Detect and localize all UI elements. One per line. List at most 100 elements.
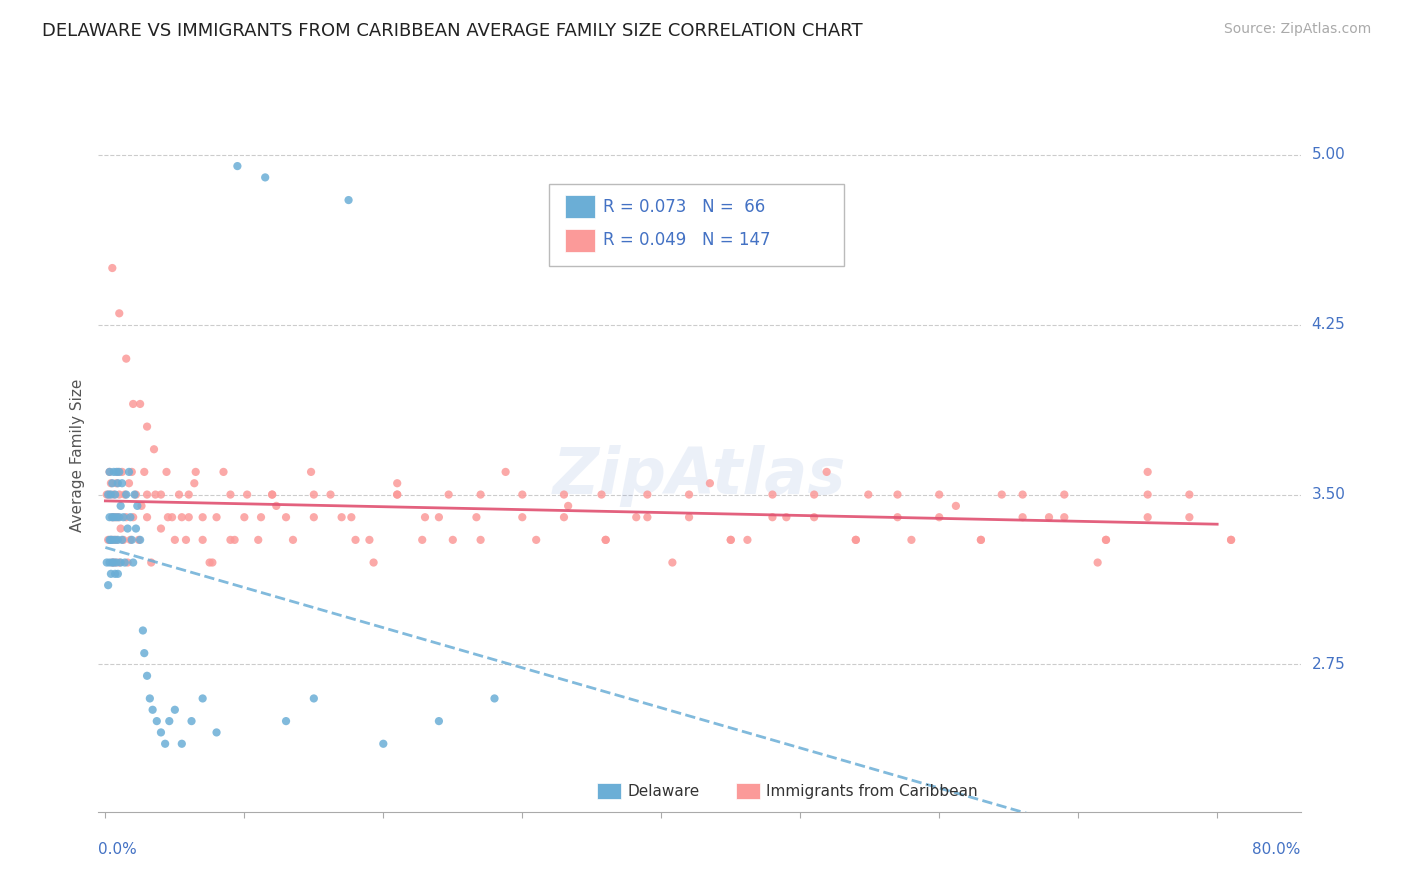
Point [302, 487, 325, 501]
Point [815, 465, 838, 479]
Point [411, 533, 433, 547]
Point [344, 533, 367, 547]
Point [103, 465, 125, 479]
Point [678, 510, 700, 524]
Point [761, 510, 783, 524]
Point [115, 351, 138, 366]
Point [858, 487, 880, 501]
FancyBboxPatch shape [735, 783, 759, 799]
Point [101, 476, 124, 491]
Point [105, 533, 128, 547]
Point [900, 533, 922, 547]
Point [105, 465, 128, 479]
Point [1053, 487, 1076, 501]
Point [111, 476, 134, 491]
Point [108, 556, 131, 570]
Point [124, 487, 146, 501]
Point [101, 556, 124, 570]
Point [125, 522, 148, 536]
Point [274, 714, 297, 728]
Text: 5.00: 5.00 [1312, 147, 1346, 162]
Point [1011, 510, 1033, 524]
Point [1095, 533, 1118, 547]
Text: R = 0.049   N = 147: R = 0.049 N = 147 [603, 231, 770, 249]
Point [112, 510, 135, 524]
Point [157, 714, 180, 728]
Point [198, 556, 221, 570]
FancyBboxPatch shape [598, 783, 621, 799]
Point [595, 533, 617, 547]
Point [146, 714, 169, 728]
Text: ZipAtlas: ZipAtlas [553, 445, 846, 508]
Text: Delaware: Delaware [627, 783, 700, 798]
Point [1220, 533, 1243, 547]
Point [115, 487, 138, 501]
Point [302, 510, 325, 524]
Point [98, 487, 121, 501]
Point [184, 465, 207, 479]
Point [233, 510, 256, 524]
Point [134, 646, 156, 660]
Point [97, 578, 120, 592]
Point [373, 737, 395, 751]
Text: 3.50: 3.50 [1312, 487, 1346, 502]
FancyBboxPatch shape [550, 184, 844, 266]
Point [122, 397, 145, 411]
Point [131, 499, 153, 513]
Point [224, 533, 246, 547]
Point [1038, 510, 1060, 524]
Point [136, 669, 159, 683]
Point [510, 510, 533, 524]
Point [886, 510, 908, 524]
Point [761, 487, 783, 501]
Point [104, 566, 127, 581]
FancyBboxPatch shape [565, 228, 595, 252]
Point [122, 510, 145, 524]
Point [117, 522, 139, 536]
Point [107, 465, 129, 479]
Point [299, 465, 322, 479]
Point [1087, 556, 1109, 570]
Point [470, 533, 492, 547]
Point [236, 487, 259, 501]
Point [219, 487, 242, 501]
Point [465, 510, 488, 524]
Point [101, 260, 124, 275]
Point [340, 510, 363, 524]
Point [104, 556, 127, 570]
Point [121, 533, 143, 547]
Text: Immigrants from Caribbean: Immigrants from Caribbean [766, 783, 977, 798]
FancyBboxPatch shape [565, 195, 595, 218]
Point [928, 510, 950, 524]
Point [98, 465, 121, 479]
Point [191, 691, 214, 706]
Point [201, 556, 224, 570]
Point [121, 465, 143, 479]
Point [262, 487, 284, 501]
Point [142, 703, 165, 717]
Point [118, 476, 141, 491]
Point [337, 193, 360, 207]
Point [437, 487, 460, 501]
Point [1178, 510, 1201, 524]
Point [136, 487, 159, 501]
Point [970, 533, 993, 547]
Point [553, 510, 575, 524]
Point [98, 465, 121, 479]
Point [96, 487, 118, 501]
Point [183, 476, 205, 491]
Point [177, 510, 200, 524]
Point [845, 533, 868, 547]
Point [163, 533, 186, 547]
Point [427, 510, 450, 524]
Point [247, 533, 270, 547]
Point [250, 510, 273, 524]
Point [153, 737, 176, 751]
Point [104, 533, 127, 547]
Point [149, 487, 172, 501]
Point [413, 510, 436, 524]
Point [1095, 533, 1118, 547]
Point [484, 691, 506, 706]
Point [553, 487, 575, 501]
Point [167, 487, 190, 501]
